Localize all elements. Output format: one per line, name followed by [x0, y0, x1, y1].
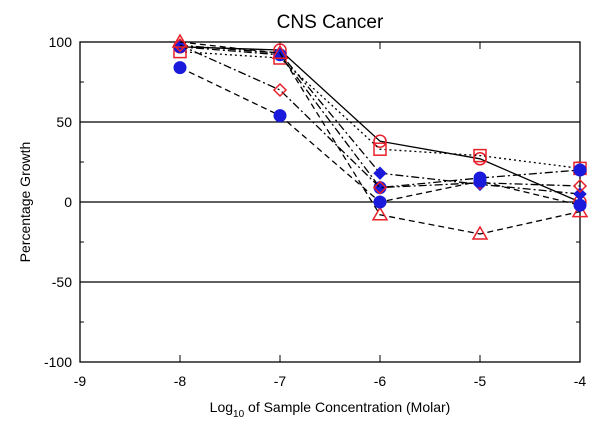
x-axis-label-suffix: of Sample Concentration (Molar) — [244, 399, 450, 415]
data-point — [373, 134, 387, 148]
y-tick-label: 0 — [64, 194, 72, 210]
data-point — [473, 174, 487, 188]
series-6 — [173, 61, 587, 212]
x-axis-label-prefix: Log — [210, 399, 233, 415]
y-tick-label: 100 — [49, 34, 73, 50]
data-point — [573, 163, 587, 177]
data-point — [271, 44, 289, 59]
data-point — [572, 178, 588, 194]
series-5 — [171, 33, 589, 240]
data-point — [273, 109, 287, 123]
data-point — [272, 82, 288, 98]
x-tick-label: -8 — [174, 373, 187, 389]
data-point — [473, 148, 487, 163]
data-point — [171, 33, 189, 48]
series-line-1 — [179, 50, 581, 170]
x-axis-label-subscript: 10 — [233, 409, 245, 420]
grid-lines — [80, 121, 580, 283]
series-3 — [173, 38, 587, 201]
series-group — [171, 33, 589, 240]
series-line-4 — [179, 44, 581, 189]
series-line-2 — [179, 46, 581, 189]
x-tick-label: -5 — [474, 373, 487, 389]
x-tick-label: -7 — [274, 373, 287, 389]
series-line-0 — [179, 46, 581, 203]
x-tick-label: -9 — [74, 373, 87, 389]
series-1 — [173, 44, 587, 176]
axis-ticks: 100 50 0 -50 -100-9 -8 -7 -6 -5 -4 — [44, 34, 586, 389]
data-point — [573, 198, 587, 212]
data-point — [373, 142, 387, 156]
data-point — [371, 206, 389, 221]
x-axis-label: Log10 of Sample Concentration (Molar) — [210, 399, 451, 420]
y-tick-label: -50 — [52, 274, 72, 290]
data-point — [373, 166, 387, 180]
chart-title: CNS Cancer — [277, 12, 384, 33]
y-tick-label: -100 — [44, 354, 72, 370]
x-tick-label: -4 — [574, 373, 587, 389]
data-point — [372, 180, 388, 195]
data-point — [173, 61, 187, 75]
data-point — [373, 195, 387, 209]
x-tick-label: -6 — [374, 373, 387, 389]
y-tick-label: 50 — [56, 114, 72, 130]
data-point — [471, 225, 489, 240]
y-axis-label: Percentage Growth — [17, 142, 33, 263]
series-line-5 — [179, 41, 581, 235]
